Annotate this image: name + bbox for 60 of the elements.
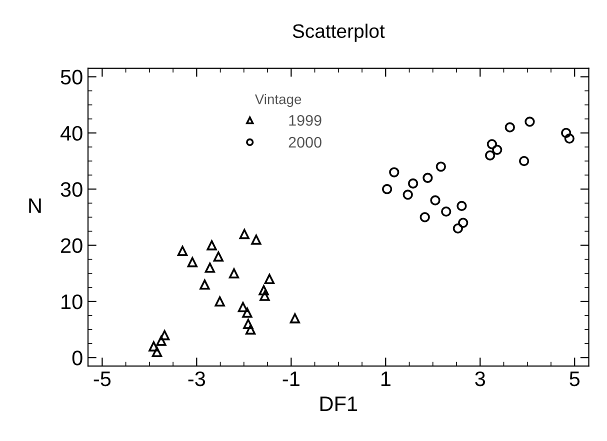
point	[518, 156, 530, 166]
point	[504, 122, 515, 132]
point	[484, 150, 496, 160]
chart-title: Scatterplot	[292, 24, 385, 42]
y-tick-label: 20	[61, 238, 82, 254]
point	[213, 251, 224, 262]
x-tick-label: 3	[475, 371, 486, 386]
x-tick-label: 5	[570, 372, 580, 386]
point	[204, 262, 215, 273]
point	[458, 218, 468, 228]
point	[200, 280, 210, 290]
point	[422, 172, 433, 183]
x-tick-label: -3	[188, 371, 206, 386]
point	[290, 313, 300, 324]
point	[214, 296, 225, 307]
point	[436, 162, 446, 172]
point	[258, 285, 269, 296]
point	[402, 190, 413, 200]
x-tick-label: 1	[381, 372, 390, 386]
y-tick-label: 30	[60, 182, 82, 197]
point	[486, 139, 498, 150]
point	[245, 324, 256, 335]
legend-label: 2000	[288, 136, 322, 148]
point	[441, 206, 452, 217]
point	[264, 274, 274, 284]
point	[242, 308, 252, 318]
point	[148, 341, 159, 352]
point	[561, 128, 572, 138]
point	[243, 318, 254, 329]
point	[408, 178, 418, 189]
point	[159, 330, 170, 340]
legend-title: Vintage	[254, 94, 302, 107]
y-axis-title: N	[29, 198, 41, 213]
point	[251, 234, 262, 245]
x-tick-label: -1	[282, 372, 300, 386]
point	[238, 302, 248, 312]
point	[389, 167, 400, 178]
point	[156, 336, 166, 346]
point	[228, 268, 240, 278]
point	[152, 346, 162, 358]
legend-label: 1999	[289, 115, 322, 126]
point	[456, 200, 467, 212]
point	[564, 133, 574, 144]
point	[239, 228, 250, 240]
point	[177, 246, 188, 256]
x-tick-label: -5	[94, 372, 111, 386]
point	[524, 116, 535, 127]
point	[492, 144, 502, 155]
point	[206, 240, 217, 250]
y-tick-label: 40	[60, 126, 82, 141]
point	[420, 212, 430, 222]
point	[187, 257, 198, 268]
point	[382, 184, 392, 194]
y-tick-label: 50	[60, 70, 82, 85]
x-axis-title: DF1	[320, 396, 358, 411]
y-tick-label: 10	[62, 294, 82, 310]
point	[452, 223, 463, 234]
point	[260, 290, 270, 301]
point	[430, 195, 440, 206]
y-tick-label: 0	[72, 350, 82, 366]
